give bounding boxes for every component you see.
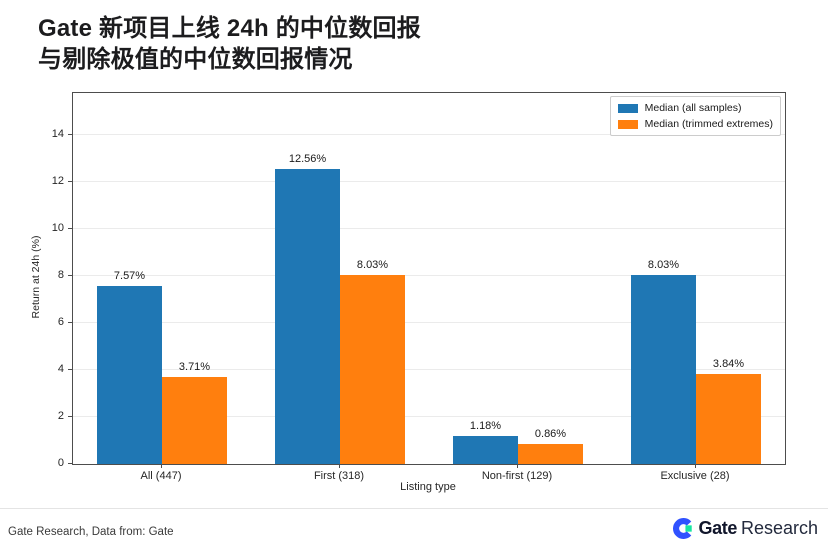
y-tick-label: 14 [51,128,64,141]
bar-value-label: 7.57% [113,270,146,283]
y-tick-label: 8 [57,269,64,282]
y-tick-mark [68,134,72,136]
y-tick-label: 0 [57,457,64,469]
legend-swatch-median-trimmed-extremes [617,119,638,129]
bar-value-label: 3.84% [712,357,745,370]
y-tick-label: 6 [57,316,64,329]
y-tick-mark [68,228,72,230]
y-tick-label: 4 [57,363,64,376]
y-tick-mark [68,275,72,277]
y-tick-label: 10 [51,222,64,235]
gridline-y8 [73,275,785,277]
x-tick-label: All (447) [140,470,182,482]
bar-median-all-samples-first-318 [275,169,340,464]
bar-value-label: 12.56% [288,153,327,166]
bar-value-label: 3.71% [178,360,211,373]
legend-label-median-all-samples: Median (all samples) [644,102,742,114]
bar-value-label: 1.18% [469,420,502,433]
x-tick-mark [161,464,162,468]
bar-median-trimmed-extremes-non-first-129 [518,443,583,464]
gridline-y12 [73,181,785,183]
bar-value-label: 0.86% [534,427,567,440]
x-tick-mark [339,464,340,468]
footer-divider [0,508,828,509]
legend: Median (all samples) Median (trimmed extr… [609,96,781,136]
legend-item-median-all-samples: Median (all samples) [617,102,773,114]
y-tick-mark [68,369,72,371]
bar-median-trimmed-extremes-first-318 [340,275,405,464]
bar-median-all-samples-non-first-129 [453,436,518,464]
bar-median-all-samples-exclusive-28 [631,275,696,464]
gridline-y10 [73,228,785,230]
y-tick-mark [68,463,72,464]
gridline-y2 [73,416,785,418]
y-tick-mark [68,416,72,418]
bar-value-label: 8.03% [647,259,680,272]
bar-median-trimmed-extremes-all-447 [162,376,227,464]
y-tick-mark [68,181,72,183]
gridline-y4 [73,369,785,371]
gate-logo-icon [672,518,692,539]
x-tick-label: First (318) [313,470,365,482]
x-tick-label: Non-first (129) [481,470,553,482]
gridline-y14 [73,134,785,136]
legend-item-median-trimmed-extremes: Median (trimmed extremes) [617,118,773,130]
y-tick-label: 2 [57,410,64,423]
bar-value-label: 8.03% [356,259,389,272]
x-tick-mark [517,464,518,468]
plot-area: Median (all samples) Median (trimmed extr… [72,92,786,465]
y-tick-label: 12 [51,175,64,188]
x-tick-mark [695,464,696,468]
x-tick-label: Exclusive (28) [660,470,730,482]
page-title: Gate 新项目上线 24h 的中位数回报 与剔除极值的中位数回报情况 [38,13,421,75]
page-title-line2: 与剔除极值的中位数回报情况 [38,46,353,73]
legend-label-median-trimmed-extremes: Median (trimmed extremes) [644,118,773,130]
bar-median-trimmed-extremes-exclusive-28 [696,373,761,464]
legend-swatch-median-all-samples [617,103,638,113]
brand-name-bold: Gate [698,518,738,538]
brand-name-regular: Research [740,518,818,538]
gridline-y6 [73,322,785,324]
bar-median-all-samples-all-447 [97,286,162,464]
x-axis-label: Listing type [400,481,456,493]
y-tick-mark [68,322,72,324]
footer-source-text: Gate Research, Data from: Gate [8,526,174,538]
brand-logo: Gate Research [672,518,818,539]
page-title-line1: Gate 新项目上线 24h 的中位数回报 [38,15,421,42]
